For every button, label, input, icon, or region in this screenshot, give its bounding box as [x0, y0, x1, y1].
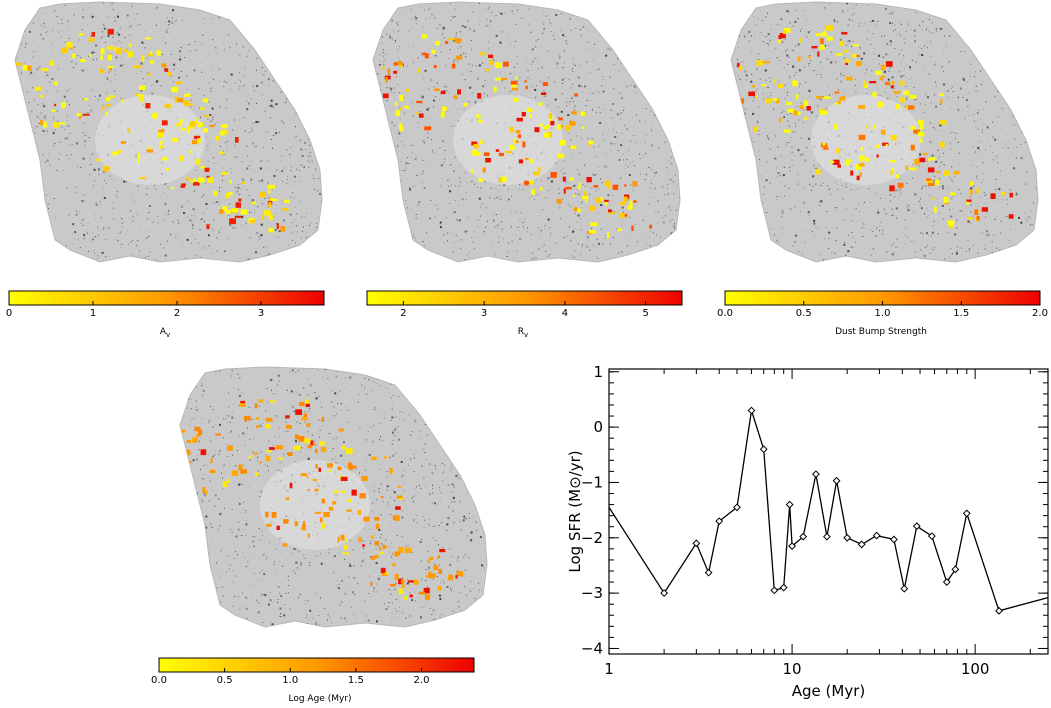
- y-tick-label: −2: [581, 529, 603, 547]
- log-age-galaxy-map: [179, 366, 488, 628]
- sfr-data-point: [759, 445, 768, 454]
- colorbar-gradient: [366, 290, 683, 306]
- sfr-data-point: [951, 565, 960, 574]
- colorbar-tick-label: 1: [90, 308, 96, 316]
- colorbar-tick-label: 3: [258, 308, 264, 316]
- sfr-data-point: [660, 589, 669, 598]
- sfr-data-point: [900, 584, 909, 593]
- rv-colorbar: 2 3 4 5: [366, 290, 683, 316]
- sfr-data-point: [995, 606, 1003, 615]
- sfr-data-point: [843, 533, 852, 542]
- x-axis-label: Age (Myr): [792, 682, 865, 700]
- dust-bump-galaxy-map: [730, 1, 1039, 263]
- colorbar-tick-label: 0: [6, 308, 12, 316]
- rv-galaxy-map: [372, 1, 681, 263]
- colorbar-tick-label: 4: [562, 308, 568, 316]
- rv-map-panel: 2 3 4 5 Rv: [358, 0, 688, 345]
- plot-frame: [608, 368, 1049, 655]
- colorbar-tick-label: 2: [174, 308, 180, 316]
- sfr-data-point: [927, 532, 936, 541]
- galaxy-texture: [15, 2, 322, 262]
- av-colorbar-label: Av: [159, 327, 171, 339]
- sfr-data-point: [770, 586, 779, 595]
- x-tick-label: 100: [961, 660, 990, 678]
- y-tick-label: −4: [581, 639, 603, 657]
- sfr-series-line: [608, 410, 1049, 612]
- colorbar-tick-label: 1.0: [875, 308, 891, 316]
- x-tick-label: 10: [783, 660, 802, 678]
- colorbar-tick-label: 3: [481, 308, 487, 316]
- colorbar-gradient: [158, 657, 475, 673]
- sfr-data-point: [962, 509, 971, 518]
- av-galaxy-map: [14, 1, 323, 263]
- av-map-panel: 0 1 2 3 Av: [0, 0, 330, 345]
- sfr-data-point: [812, 470, 820, 479]
- log-age-colorbar: 0.0 0.5 1.0 1.5 2.0: [151, 657, 475, 683]
- y-tick-label: 0: [593, 418, 603, 436]
- log-age-colorbar-label: Log Age (Myr): [288, 694, 352, 704]
- colorbar-tick-label: 2.0: [1032, 308, 1048, 316]
- colorbar-tick-label: 2.0: [414, 675, 430, 683]
- colorbar-tick-label: 2: [400, 308, 406, 316]
- rv-colorbar-label: Rv: [517, 327, 529, 339]
- sfr-data-point: [747, 406, 756, 415]
- dust-bump-colorbar: 0.0 0.5 1.0 1.5 2.0: [717, 290, 1048, 316]
- galaxy-texture: [180, 367, 487, 627]
- sfr-data-point: [779, 583, 788, 592]
- sfr-data-point: [912, 522, 921, 531]
- sfr-data-point: [704, 568, 713, 577]
- sfr-data-point: [715, 517, 724, 526]
- highlight-regions: [181, 399, 463, 601]
- colorbar-tick-label: 1.0: [282, 675, 298, 683]
- sfr-data-point: [823, 532, 831, 541]
- colorbar-tick-label: 0.0: [717, 308, 733, 316]
- sfr-data-point: [733, 503, 741, 512]
- sfr-data-point: [788, 542, 796, 550]
- colorbar-tick-label: 0.0: [151, 675, 167, 683]
- colorbar-tick-label: 5: [642, 308, 648, 316]
- y-tick-label: −1: [581, 473, 603, 491]
- sfr-data-point: [942, 578, 951, 586]
- sfr-data-point: [890, 535, 898, 544]
- y-axis-label: Log SFR (M⊙/yr): [566, 450, 584, 572]
- highlight-regions: [15, 28, 290, 233]
- log-age-map-panel: 0.0 0.5 1.0 1.5 2.0 Log Age (Myr): [150, 360, 490, 705]
- dust-bump-map-panel: 0.0 0.5 1.0 1.5 2.0 Dust Bump Strength: [716, 0, 1051, 345]
- colorbar-tick-label: 1.5: [953, 308, 969, 316]
- colorbar-tick-label: 0.5: [796, 308, 812, 316]
- sfr-data-point: [832, 476, 841, 485]
- y-tick-label: 1: [593, 363, 603, 381]
- sfr-data-point: [692, 539, 701, 548]
- sfr-data-point: [857, 540, 866, 549]
- highlight-regions: [382, 34, 653, 238]
- colorbar-gradient: [8, 290, 325, 306]
- colorbar-tick-label: 1.5: [348, 675, 364, 683]
- colorbar-tick-label: 0.5: [217, 675, 233, 683]
- sfr-data-point: [799, 532, 808, 541]
- sfr-data-point: [872, 531, 881, 540]
- x-tick-label: 1: [604, 660, 614, 678]
- y-tick-label: −3: [581, 584, 603, 602]
- sfr-data-point: [785, 500, 794, 509]
- av-colorbar: 0 1 2 3: [6, 290, 325, 316]
- dust-bump-colorbar-label: Dust Bump Strength: [835, 327, 927, 337]
